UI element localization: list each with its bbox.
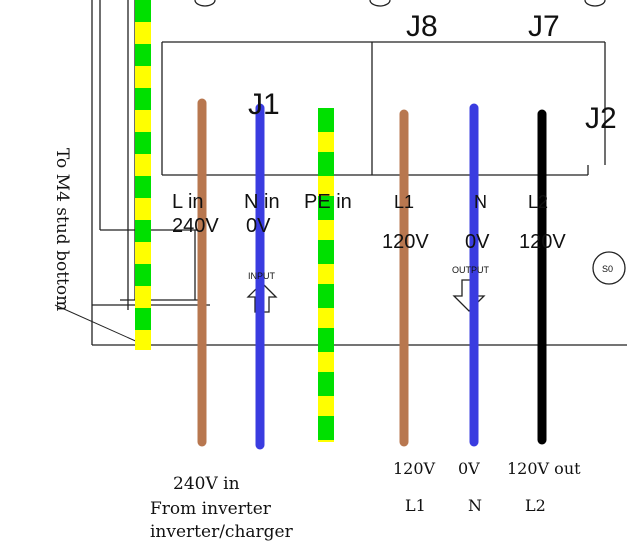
connector-j1-label: J1 <box>248 88 280 121</box>
terminal-l1: L1 <box>394 192 414 212</box>
terminal-n-in: N in <box>244 191 280 213</box>
output-v2: 0V <box>458 459 480 478</box>
input-line-2: From inverter <box>150 499 271 519</box>
input-line-1: 240V in <box>173 474 240 494</box>
output-n1: L1 <box>405 496 426 515</box>
terminal-pe-in: PE in <box>304 191 352 213</box>
output-n3: L2 <box>525 496 546 515</box>
output-v3: 120V out <box>507 459 581 478</box>
output-voltage-l1: 120V <box>382 231 429 253</box>
connector-j7-label: J7 <box>528 10 560 43</box>
output-v1: 120V <box>393 459 436 478</box>
output-arrow-icon <box>452 279 486 312</box>
stud-circle <box>592 251 626 285</box>
input-line-3: inverter/charger <box>150 522 293 542</box>
output-arrow-label: OUTPUT <box>452 265 490 275</box>
terminal-n-out: N <box>474 192 487 212</box>
input-voltage-n: 0V <box>246 215 271 237</box>
input-voltage-l: 240V <box>172 215 219 237</box>
output-voltage-n: 0V <box>465 231 490 253</box>
output-n2: N <box>468 496 482 515</box>
output-voltage-l2: 120V <box>519 231 566 253</box>
stud-label: S0 <box>602 264 613 274</box>
connector-j8-label: J8 <box>406 10 438 43</box>
connector-j2-label: J2 <box>585 102 617 135</box>
terminal-l-in: L in <box>172 191 204 213</box>
terminal-l2: L2 <box>528 192 548 212</box>
side-label: To M4 stud bottom <box>52 148 72 311</box>
input-arrow-label: INPUT <box>248 271 276 281</box>
